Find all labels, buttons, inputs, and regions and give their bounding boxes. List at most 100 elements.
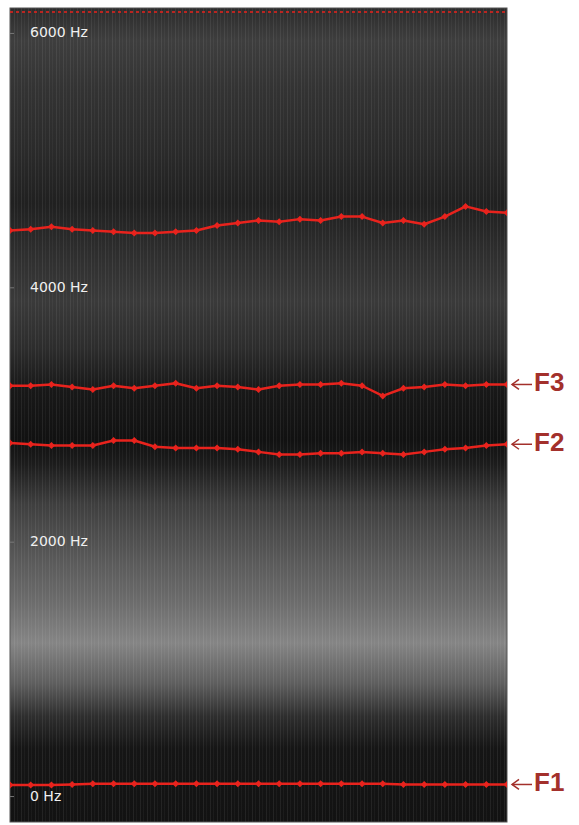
formant-point bbox=[317, 217, 324, 224]
formant-point bbox=[69, 442, 76, 449]
formant-label: F1 bbox=[534, 767, 564, 797]
y-tick bbox=[10, 33, 14, 34]
formant-point bbox=[234, 780, 241, 787]
formant-point bbox=[48, 442, 55, 449]
formant-point bbox=[359, 213, 366, 220]
formant-label: F2 bbox=[534, 427, 564, 457]
formant-point bbox=[379, 780, 386, 787]
formant-point bbox=[193, 780, 200, 787]
y-tick-label: 0 Hz bbox=[30, 788, 61, 804]
formant-point bbox=[27, 782, 34, 789]
formant-point bbox=[131, 780, 138, 787]
formant-point bbox=[421, 221, 428, 228]
formant-point bbox=[504, 381, 508, 388]
formant-point bbox=[151, 230, 158, 237]
formant-point bbox=[27, 226, 34, 233]
formant-point bbox=[400, 217, 407, 224]
formant-point bbox=[462, 781, 469, 788]
formant-point bbox=[379, 219, 386, 226]
formant-point bbox=[110, 437, 117, 444]
formant-point bbox=[214, 445, 221, 452]
formant-point bbox=[151, 443, 158, 450]
formant-point bbox=[462, 203, 469, 210]
spectrogram bbox=[10, 8, 507, 822]
formant-point bbox=[317, 780, 324, 787]
formant-point bbox=[255, 217, 262, 224]
formant-point bbox=[89, 442, 96, 449]
label-arrowhead bbox=[512, 439, 519, 449]
formant-point bbox=[172, 780, 179, 787]
formant-point bbox=[214, 222, 221, 229]
formant-point bbox=[110, 382, 117, 389]
formant-point bbox=[441, 446, 448, 453]
formant-point bbox=[338, 213, 345, 220]
formant-point bbox=[359, 448, 366, 455]
label-arrow bbox=[512, 444, 532, 446]
formant-point bbox=[234, 384, 241, 391]
y-tick bbox=[10, 542, 14, 543]
formant-point bbox=[462, 382, 469, 389]
formant-point bbox=[359, 780, 366, 787]
formant-point bbox=[255, 386, 262, 393]
formant-point bbox=[276, 382, 283, 389]
formant-point bbox=[338, 380, 345, 387]
formant-point bbox=[48, 782, 55, 789]
formant-point bbox=[421, 781, 428, 788]
formant-point bbox=[317, 450, 324, 457]
formant-point bbox=[214, 780, 221, 787]
label-group: F1F2F3 bbox=[512, 367, 564, 797]
formant-point bbox=[338, 450, 345, 457]
formant-point bbox=[296, 780, 303, 787]
formant-point bbox=[276, 451, 283, 458]
formant-line bbox=[10, 440, 507, 454]
formant-point bbox=[483, 442, 490, 449]
formant-point bbox=[276, 780, 283, 787]
formant-point bbox=[462, 445, 469, 452]
top-dashed-line bbox=[10, 11, 507, 13]
formant-point bbox=[504, 441, 508, 448]
label-arrowhead bbox=[512, 779, 519, 789]
formant-point bbox=[400, 781, 407, 788]
formant-point bbox=[296, 451, 303, 458]
formant-point bbox=[296, 381, 303, 388]
series-group bbox=[10, 203, 507, 789]
formant-point bbox=[69, 384, 76, 391]
formant-point bbox=[338, 780, 345, 787]
formant-point bbox=[255, 780, 262, 787]
formant-point bbox=[110, 228, 117, 235]
formant-point bbox=[483, 208, 490, 215]
formant-point bbox=[69, 781, 76, 788]
formant-point bbox=[214, 382, 221, 389]
formant-point bbox=[234, 219, 241, 226]
formant-point bbox=[441, 781, 448, 788]
formant-point bbox=[359, 382, 366, 389]
formant-point bbox=[379, 392, 386, 399]
formant-point bbox=[10, 382, 14, 389]
formant-point bbox=[10, 782, 14, 789]
y-tick-label: 2000 Hz bbox=[30, 533, 88, 549]
formant-point bbox=[89, 780, 96, 787]
plot-frame bbox=[10, 8, 507, 822]
formant-point bbox=[400, 451, 407, 458]
formant-point bbox=[193, 227, 200, 234]
formant-point bbox=[193, 445, 200, 452]
formant-point bbox=[110, 780, 117, 787]
formant-point bbox=[131, 230, 138, 237]
formant-point bbox=[441, 381, 448, 388]
formant-point bbox=[421, 384, 428, 391]
formant-line bbox=[10, 383, 507, 396]
label-arrowhead bbox=[512, 379, 519, 389]
formant-point bbox=[441, 213, 448, 220]
formant-line bbox=[10, 206, 507, 233]
formant-point bbox=[379, 450, 386, 457]
formant-point bbox=[234, 446, 241, 453]
formant-point bbox=[131, 385, 138, 392]
formant-point bbox=[276, 218, 283, 225]
formant-point bbox=[172, 228, 179, 235]
formant-point bbox=[131, 437, 138, 444]
formant-point bbox=[172, 445, 179, 452]
chart: 0 Hz2000 Hz4000 Hz6000 HzF1F2F3 bbox=[0, 0, 579, 825]
formant-point bbox=[151, 382, 158, 389]
formant-point bbox=[296, 216, 303, 223]
formant-point bbox=[151, 780, 158, 787]
